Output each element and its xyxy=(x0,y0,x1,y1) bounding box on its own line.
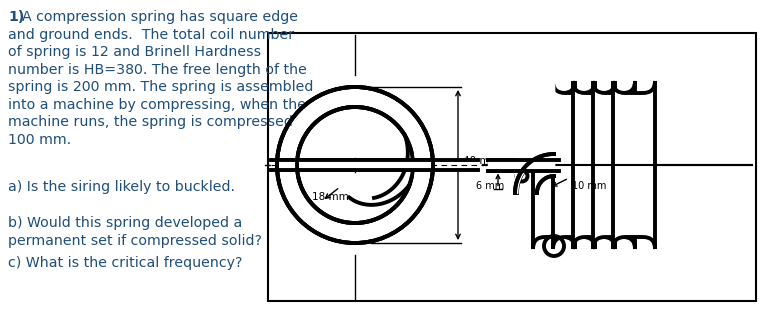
Text: and ground ends.  The total coil number: and ground ends. The total coil number xyxy=(8,27,294,41)
Text: of spring is 12 and Brinell Hardness: of spring is 12 and Brinell Hardness xyxy=(8,45,261,59)
Text: spring is 200 mm. The spring is assembled: spring is 200 mm. The spring is assemble… xyxy=(8,80,314,94)
Text: c) What is the critical frequency?: c) What is the critical frequency? xyxy=(8,256,242,270)
Text: A compression spring has square edge: A compression spring has square edge xyxy=(22,10,298,24)
Text: 1): 1) xyxy=(8,10,25,24)
Text: 40 mm: 40 mm xyxy=(463,156,500,166)
FancyBboxPatch shape xyxy=(573,81,615,249)
Text: machine runs, the spring is compressed: machine runs, the spring is compressed xyxy=(8,115,293,129)
Text: b) Would this spring developed a: b) Would this spring developed a xyxy=(8,216,242,230)
Text: into a machine by compressing, when the: into a machine by compressing, when the xyxy=(8,98,306,111)
Text: 10 mm: 10 mm xyxy=(572,181,607,191)
Bar xyxy=(268,33,756,301)
Text: a) Is the siring likely to buckled.: a) Is the siring likely to buckled. xyxy=(8,180,235,194)
FancyBboxPatch shape xyxy=(613,81,655,249)
Text: permanent set if compressed solid?: permanent set if compressed solid? xyxy=(8,234,262,247)
FancyBboxPatch shape xyxy=(593,81,635,249)
Text: 18 mm: 18 mm xyxy=(311,192,348,202)
FancyBboxPatch shape xyxy=(533,81,575,249)
Text: 6 mm: 6 mm xyxy=(476,181,504,191)
FancyBboxPatch shape xyxy=(553,81,595,249)
Text: number is HB=380. The free length of the: number is HB=380. The free length of the xyxy=(8,62,307,77)
Text: 100 mm.: 100 mm. xyxy=(8,132,71,147)
